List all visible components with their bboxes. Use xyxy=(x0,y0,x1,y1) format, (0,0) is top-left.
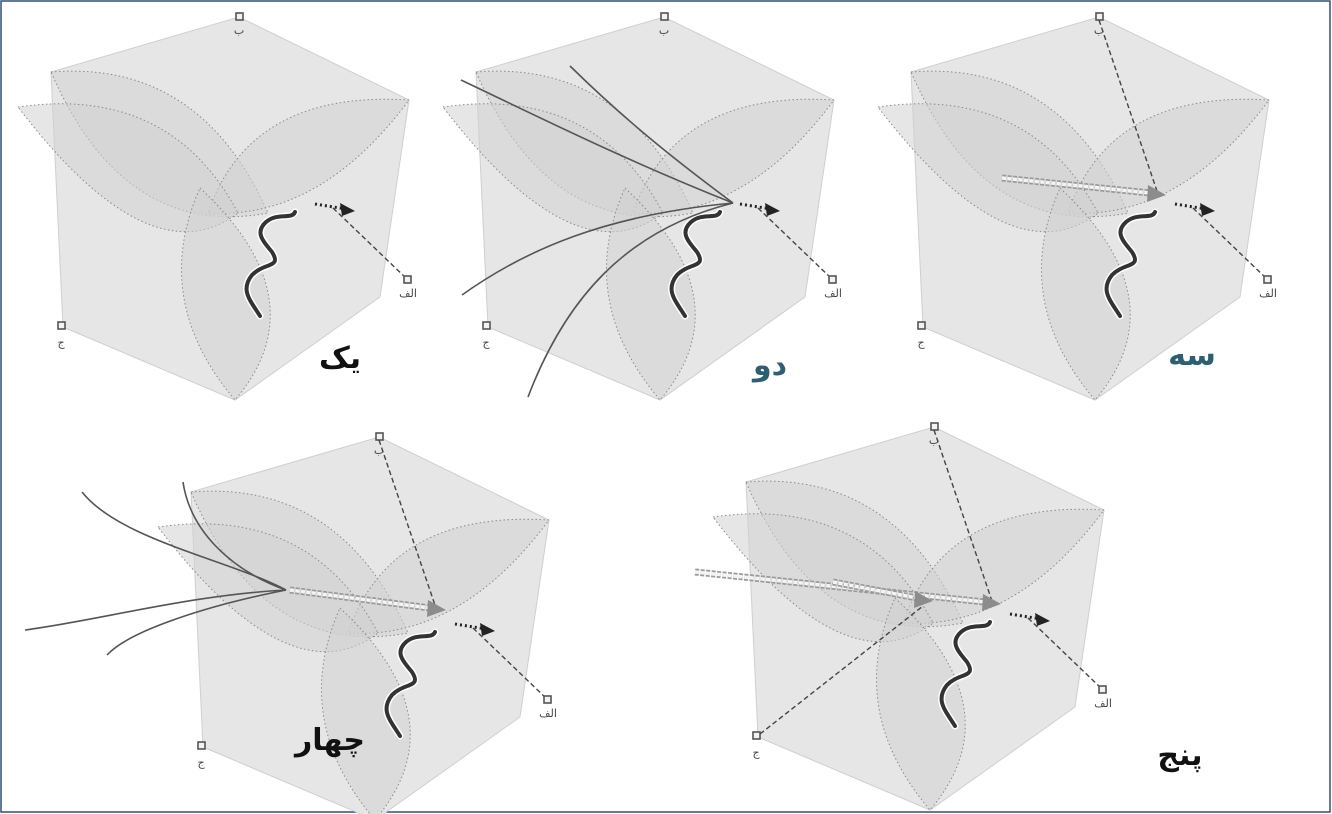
fan-curve xyxy=(24,589,287,631)
node-label-be: ب xyxy=(659,24,669,37)
dashed-line-b xyxy=(933,429,994,605)
panel-1: الف ب ج یک xyxy=(18,13,417,400)
node-label-alef: الف xyxy=(539,707,557,720)
panel-3: الف ب ج سه xyxy=(878,13,1277,400)
boxed-arrow-head xyxy=(427,600,446,617)
node-label-be: ب xyxy=(1094,24,1104,37)
fan-curve xyxy=(106,589,287,656)
dashed-line-c xyxy=(759,605,924,735)
node-label-jim: ج xyxy=(752,746,760,759)
fan-curve xyxy=(527,202,734,398)
node-label-be: ب xyxy=(374,444,384,457)
node-label-be: ب xyxy=(234,24,244,37)
fan-curve xyxy=(81,491,287,591)
panel-5: الف ب ج پنج xyxy=(694,423,1203,810)
node-label-jim: ج xyxy=(482,336,490,349)
panel-title: سه xyxy=(1168,338,1216,373)
boxed-arrow-head xyxy=(1147,185,1166,202)
node-label-be: ب xyxy=(929,434,939,447)
node-label-alef: الف xyxy=(399,287,417,300)
panel-title: دو xyxy=(751,348,787,383)
fan-curve xyxy=(569,65,734,204)
panel-title: پنج xyxy=(1157,738,1202,773)
node-label-jim: ج xyxy=(197,756,205,769)
dashed-line-b xyxy=(378,439,439,615)
node-label-jim: ج xyxy=(917,336,925,349)
fan-curve xyxy=(460,79,734,204)
node-label-alef: الف xyxy=(1259,287,1277,300)
fan-curve xyxy=(182,481,287,591)
node-label-alef: الف xyxy=(1094,697,1112,710)
fan-curve xyxy=(461,202,734,296)
boxed-arrow-head xyxy=(982,594,1001,611)
boxed-arrow-head xyxy=(914,591,933,608)
panel-2: الف ب ج دو xyxy=(443,13,842,400)
panel-title: چهار xyxy=(293,723,365,758)
panel-4: الف ب ج چهار xyxy=(24,433,557,814)
dashed-line-b xyxy=(1098,19,1159,195)
node-label-jim: ج xyxy=(57,336,65,349)
panel-title: یک xyxy=(319,341,361,376)
node-label-alef: الف xyxy=(824,287,842,300)
